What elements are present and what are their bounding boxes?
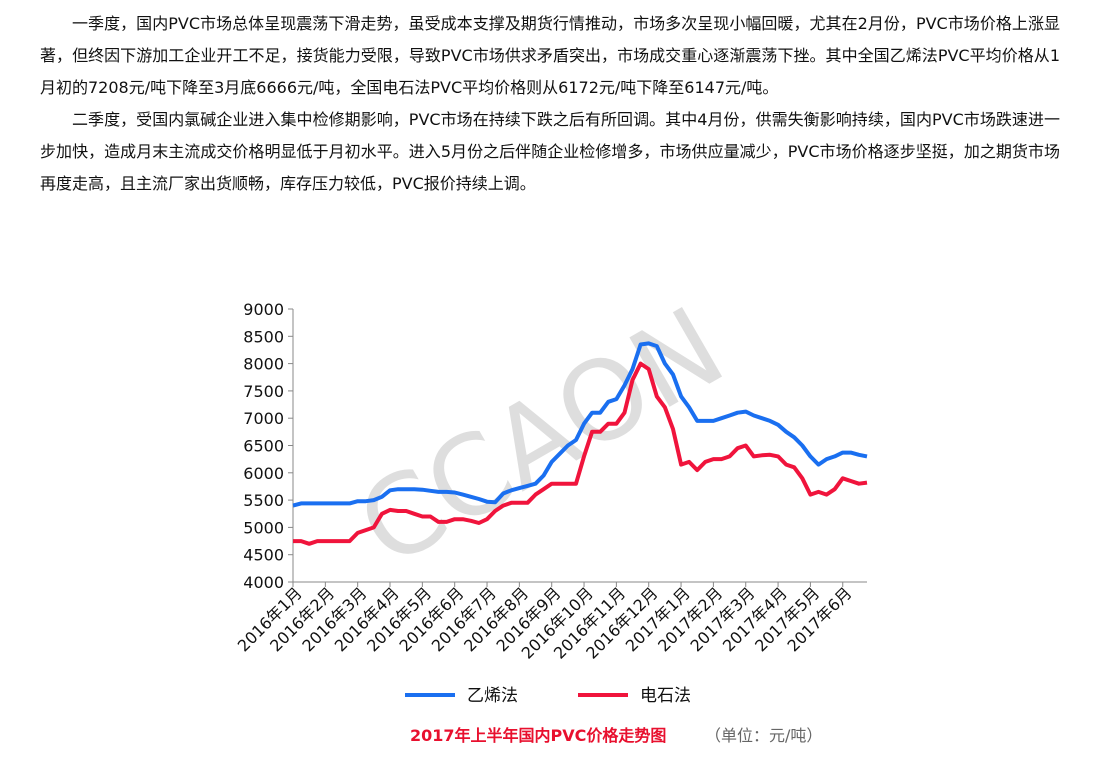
y-tick-label: 4500	[243, 546, 284, 565]
y-tick-label: 8500	[243, 327, 284, 346]
y-tick-label: 5000	[243, 518, 284, 537]
y-tick-label: 9000	[243, 300, 284, 319]
paragraph: 二季度，受国内氯碱企业进入集中检修期影响，PVC市场在持续下跌之后有所回调。其中…	[40, 110, 1060, 193]
watermark: CCAON	[338, 283, 745, 592]
paragraph: 一季度，国内PVC市场总体呈现震荡下滑走势，虽受成本支撑及期货行情推动，市场多次…	[40, 14, 1060, 97]
y-tick-label: 6000	[243, 464, 284, 483]
y-tick-label: 7000	[243, 409, 284, 428]
y-tick-label: 4000	[243, 573, 284, 592]
chart: CCAON 4000 4500 5000 5500 6000 6500 7000 7500 80…	[234, 283, 868, 745]
y-tick-label: 7500	[243, 382, 284, 401]
y-tick-label: 6500	[243, 437, 284, 456]
chart-title: 2017年上半年国内PVC价格走势图	[410, 726, 666, 745]
body-text: 一季度，国内PVC市场总体呈现震荡下滑走势，虽受成本支撑及期货行情推动，市场多次…	[40, 8, 1060, 200]
legend-label: 电石法	[640, 686, 691, 706]
series-line	[293, 361, 868, 546]
y-tick-label: 5500	[243, 491, 284, 510]
y-tick-label: 8000	[243, 355, 284, 374]
series-line	[292, 341, 868, 508]
chart-subtitle: （单位：元/吨）	[705, 726, 822, 745]
legend-label: 乙烯法	[467, 686, 518, 706]
